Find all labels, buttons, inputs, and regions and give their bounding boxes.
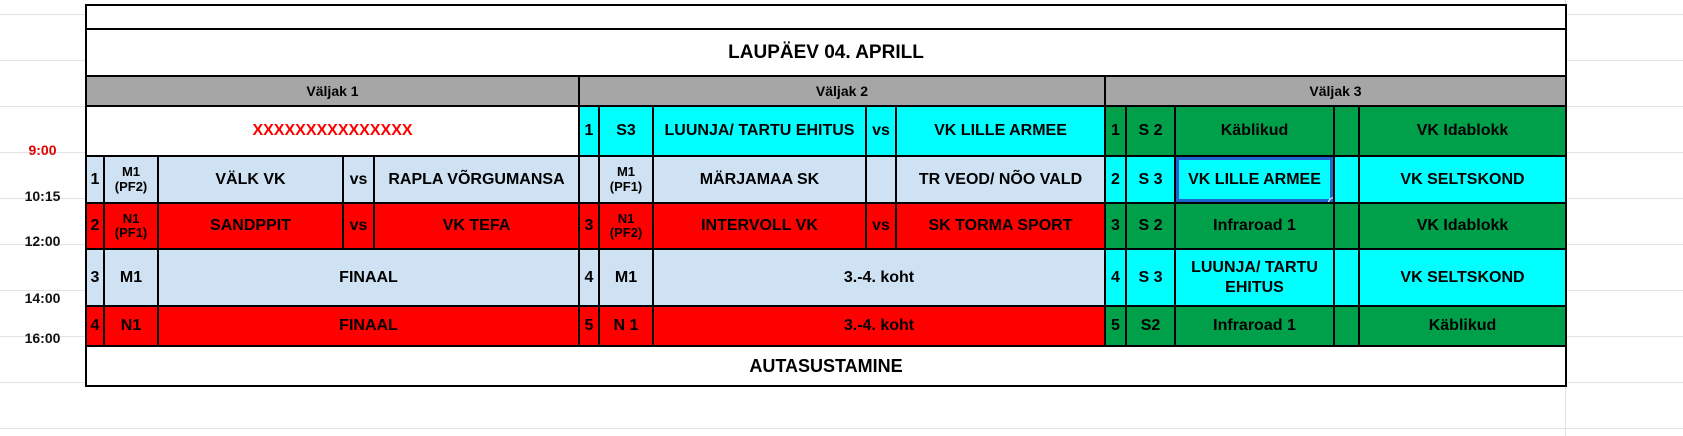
team-away[interactable]: Käblikud xyxy=(1358,305,1567,347)
time-label: 14:00 xyxy=(24,290,61,306)
fill-handle[interactable] xyxy=(1328,197,1332,201)
match-number[interactable]: 1 xyxy=(85,155,105,204)
match-number[interactable]: 4 xyxy=(1104,248,1127,307)
match-label[interactable]: 3.-4. koht xyxy=(652,305,1106,347)
team-home[interactable]: Käblikud xyxy=(1174,105,1335,157)
category[interactable]: N1 (PF1) xyxy=(103,202,159,250)
empty-row[interactable] xyxy=(85,4,1567,30)
vs-label[interactable]: vs xyxy=(342,155,375,204)
vs-label[interactable]: vs xyxy=(342,202,375,250)
category[interactable]: N1 xyxy=(103,305,159,347)
match-number[interactable]: 2 xyxy=(1104,155,1127,204)
match-number[interactable]: 4 xyxy=(578,248,600,307)
category[interactable]: S2 xyxy=(1125,305,1176,347)
team-home[interactable]: Infraroad 1 xyxy=(1174,305,1335,347)
team-away[interactable]: RAPLA VÕRGUMANSA xyxy=(373,155,580,204)
field-header-3[interactable]: Väljak 3 xyxy=(1104,75,1567,107)
schedule-table: LAUPÄEV 04. APRILL Väljak 1 Väljak 2 Väl… xyxy=(85,4,1567,387)
team-home[interactable]: MÄRJAMAA SK xyxy=(652,155,867,204)
team-away[interactable]: VK SELTSKOND xyxy=(1358,155,1567,204)
match-number[interactable]: 1 xyxy=(1104,105,1127,157)
time-label: 16:00 xyxy=(24,330,61,346)
vs-label[interactable] xyxy=(1333,305,1360,347)
category[interactable]: S 2 xyxy=(1125,202,1176,250)
match-number[interactable]: 3 xyxy=(1104,202,1127,250)
team-home[interactable]: LUUNJA/ TARTU EHITUS xyxy=(1174,248,1335,307)
category[interactable]: M1 xyxy=(103,248,159,307)
match-number[interactable]: 5 xyxy=(1104,305,1127,347)
team-away[interactable]: VK TEFA xyxy=(373,202,580,250)
category[interactable]: M1 (PF1) xyxy=(598,155,654,204)
vs-label[interactable] xyxy=(1333,105,1360,157)
match-number[interactable]: 5 xyxy=(578,305,600,347)
match-number[interactable]: 4 xyxy=(85,305,105,347)
category[interactable]: S 3 xyxy=(1125,248,1176,307)
team-away[interactable]: VK SELTSKOND xyxy=(1358,248,1567,307)
category[interactable]: S 2 xyxy=(1125,105,1176,157)
team-away[interactable]: VK Idablokk xyxy=(1358,202,1567,250)
time-label: 12:00 xyxy=(24,233,61,249)
time-label: 9:00 xyxy=(28,142,57,158)
vs-label[interactable] xyxy=(1333,202,1360,250)
team-away[interactable]: SK TORMA SPORT xyxy=(895,202,1106,250)
team-home[interactable]: VÄLK VK xyxy=(157,155,344,204)
team-home-text: VK LILLE ARMEE xyxy=(1188,170,1321,188)
match-number[interactable]: 2 xyxy=(85,202,105,250)
category[interactable]: S3 xyxy=(598,105,654,157)
vs-label[interactable] xyxy=(865,155,897,204)
match-number[interactable]: 3 xyxy=(85,248,105,307)
category[interactable]: M1 (PF2) xyxy=(103,155,159,204)
field-header-1[interactable]: Väljak 1 xyxy=(85,75,580,107)
match-number[interactable] xyxy=(578,155,600,204)
category[interactable]: N 1 xyxy=(598,305,654,347)
category[interactable]: N1 (PF2) xyxy=(598,202,654,250)
day-title[interactable]: LAUPÄEV 04. APRILL xyxy=(85,28,1567,77)
selected-cell-team-home[interactable]: VK LILLE ARMEE xyxy=(1174,155,1335,204)
team-home[interactable]: SANDPPIT xyxy=(157,202,344,250)
category[interactable]: S 3 xyxy=(1125,155,1176,204)
team-home[interactable]: LUUNJA/ TARTU EHITUS xyxy=(652,105,867,157)
match-label[interactable]: 3.-4. koht xyxy=(652,248,1106,307)
awards-ceremony[interactable]: AUTASUSTAMINE xyxy=(85,345,1567,387)
team-home[interactable]: INTERVOLL VK xyxy=(652,202,867,250)
team-away[interactable]: VK LILLE ARMEE xyxy=(895,105,1106,157)
team-home[interactable]: Infraroad 1 xyxy=(1174,202,1335,250)
time-label: 10:15 xyxy=(24,188,61,204)
field-header-2[interactable]: Väljak 2 xyxy=(578,75,1106,107)
match-number[interactable]: 1 xyxy=(578,105,600,157)
team-away[interactable]: TR VEOD/ NÕO VALD xyxy=(895,155,1106,204)
category[interactable]: M1 xyxy=(598,248,654,307)
vs-label[interactable] xyxy=(1333,155,1360,204)
placeholder-cell[interactable]: XXXXXXXXXXXXXXX xyxy=(85,105,580,157)
vs-label[interactable]: vs xyxy=(865,105,897,157)
vs-label[interactable]: vs xyxy=(865,202,897,250)
team-away[interactable]: VK Idablokk xyxy=(1358,105,1567,157)
match-label[interactable]: FINAAL xyxy=(157,248,580,307)
match-number[interactable]: 3 xyxy=(578,202,600,250)
vs-label[interactable] xyxy=(1333,248,1360,307)
match-label[interactable]: FINAAL xyxy=(157,305,580,347)
